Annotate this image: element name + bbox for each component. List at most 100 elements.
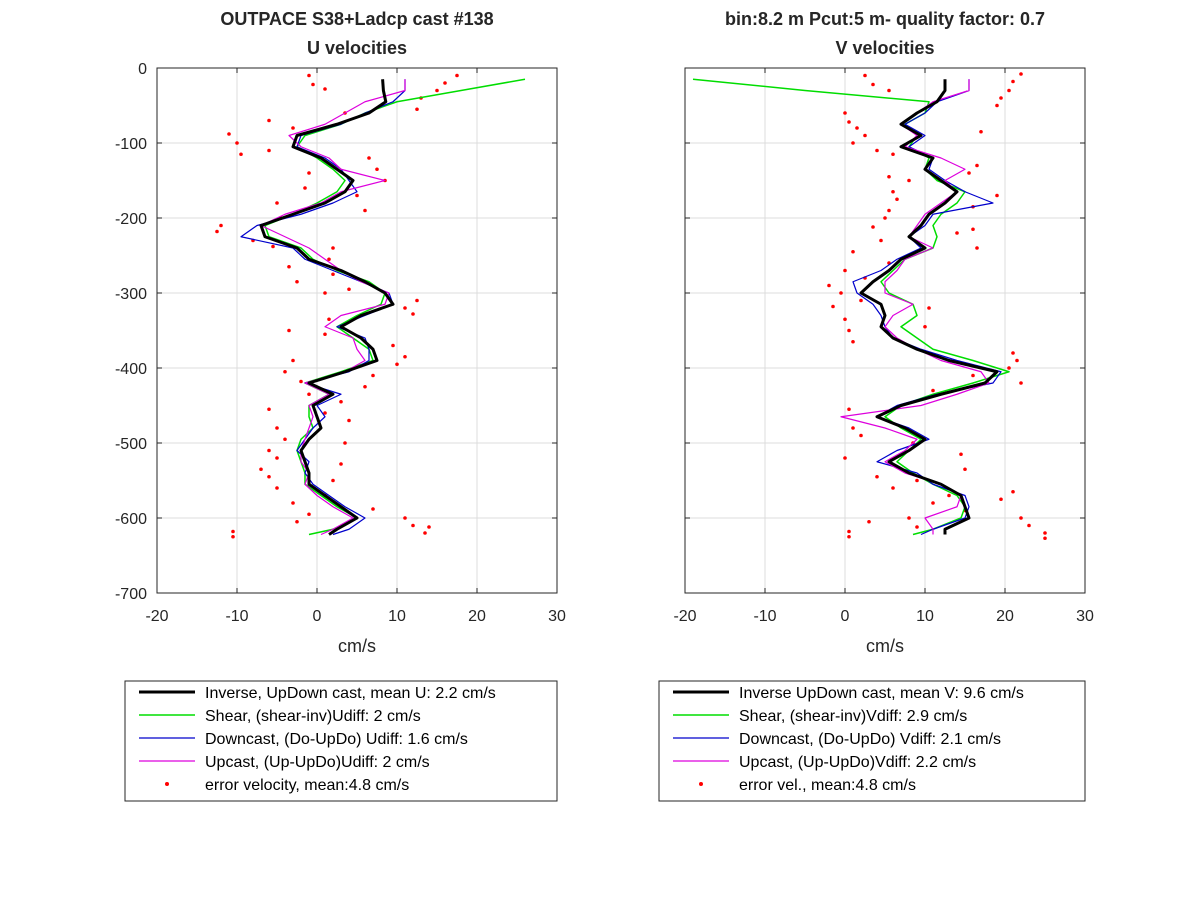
v-error-velocity-point	[847, 407, 851, 412]
u-legend-box	[124, 680, 558, 802]
u-error-velocity-point	[427, 525, 431, 529]
v-error-velocity-point	[863, 73, 867, 78]
v-x-ticks: -20 -10 0 10 20 30	[673, 68, 1094, 625]
v-error-velocity-point	[867, 519, 871, 524]
v-error-velocity-point	[843, 456, 847, 460]
v-error-velocity-point	[843, 268, 847, 273]
u-error-velocity-point	[327, 317, 331, 322]
u-y-tick-label: -300	[115, 286, 147, 303]
u-error-velocity-point	[331, 272, 335, 277]
v-error-velocity-point	[843, 111, 847, 115]
v-error-velocity-point	[995, 103, 999, 108]
u-error-velocity-point	[259, 467, 263, 472]
u-error-velocity-point	[275, 486, 279, 490]
u-error-velocity-point	[355, 193, 359, 198]
u-error-velocity-point	[267, 148, 271, 153]
u-error-velocity-point	[339, 399, 343, 404]
u-error-velocity-point	[331, 246, 335, 250]
v-error-velocity-point	[847, 328, 851, 333]
v-error-velocity-point	[851, 249, 855, 254]
panel-u: OUTPACE S38+Ladcp cast #138 U velocities…	[115, 9, 566, 656]
u-error-velocity-point	[307, 73, 311, 78]
u-error-velocity-point	[267, 474, 271, 479]
u-y-tick-label: -200	[115, 211, 147, 228]
u-error-velocity-point	[331, 478, 335, 483]
v-error-velocity-point	[907, 516, 911, 520]
v-error-velocity-point	[851, 426, 855, 430]
u-legend-label-4: error velocity, mean:4.8 cm/s	[205, 777, 409, 794]
u-error-velocity-point	[231, 534, 235, 539]
v-error-velocity-point	[915, 478, 919, 483]
u-error-velocity-point	[415, 298, 419, 303]
u-error-velocity-point	[411, 312, 415, 316]
v-error-velocity-point	[931, 388, 935, 393]
u-error-velocity-point	[363, 384, 367, 389]
u-error-velocity-point	[219, 223, 223, 228]
u-x-tick-label: 20	[468, 608, 486, 625]
v-error-velocity-point	[1007, 88, 1011, 93]
u-error-velocity-point	[339, 462, 343, 466]
v-series-layer	[692, 72, 1047, 541]
v-x-tick-label: 20	[996, 608, 1014, 625]
panel-v: bin:8.2 m Pcut:5 m- quality factor: 0.7 …	[673, 9, 1094, 656]
u-y-tick-label: -600	[115, 511, 147, 528]
v-x-tick-label: 30	[1076, 608, 1094, 625]
v-x-tick-label: 0	[841, 608, 850, 625]
v-legend-label-1: Shear, (shear-inv)Vdiff: 2.9 cm/s	[739, 708, 967, 725]
v-error-velocity-point	[1007, 366, 1011, 370]
v-legend-swatch-error	[699, 782, 703, 786]
u-error-velocity-point	[423, 531, 427, 535]
v-error-velocity-point	[995, 193, 999, 198]
u-x-tick-label: 30	[548, 608, 566, 625]
u-error-velocity-point	[303, 186, 307, 190]
u-error-velocity-point	[311, 82, 315, 87]
u-error-velocity-point	[215, 229, 219, 234]
u-series-layer	[215, 73, 526, 539]
u-error-velocity-point	[271, 244, 275, 249]
u-error-velocity-point	[343, 441, 347, 445]
u-error-velocity-point	[275, 456, 279, 460]
u-legend: Inverse, UpDown cast, mean U: 2.2 cm/s Sh…	[124, 680, 558, 802]
u-error-velocity-point	[295, 519, 299, 524]
v-error-velocity-point	[827, 283, 831, 288]
v-error-velocity-point	[859, 433, 863, 438]
v-error-velocity-point	[891, 486, 895, 490]
v-legend: Inverse UpDown cast, mean V: 9.6 cm/s She…	[658, 680, 1086, 802]
v-error-velocity-point	[975, 163, 979, 168]
u-legend-swatch-error	[165, 782, 169, 786]
u-error-velocity-point	[371, 507, 375, 511]
u-error-velocity-point	[231, 529, 235, 534]
u-error-velocity-point	[291, 501, 295, 505]
v-x-tick-label: -10	[753, 608, 776, 625]
u-y-tick-label: -700	[115, 586, 147, 603]
v-error-velocity-point	[883, 216, 887, 220]
u-error-velocity-point	[287, 328, 291, 333]
v-error-velocity-point	[847, 120, 851, 124]
v-error-velocity-point	[879, 238, 883, 243]
u-legend-label-2: Downcast, (Do-UpDo) Udiff: 1.6 cm/s	[205, 731, 468, 748]
u-error-velocity-point	[235, 141, 239, 145]
u-error-velocity-point	[267, 118, 271, 123]
u-error-velocity-point	[267, 448, 271, 453]
u-error-velocity-point	[307, 171, 311, 175]
v-error-velocity-point	[1011, 489, 1015, 494]
v-error-velocity-point	[1043, 536, 1047, 541]
u-x-tick-label: -10	[225, 608, 248, 625]
u-error-velocity-point	[323, 291, 327, 295]
u-error-velocity-point	[323, 87, 327, 91]
u-error-velocity-point	[395, 362, 399, 367]
v-legend-label-3: Upcast, (Up-UpDo)Vdiff: 2.2 cm/s	[739, 754, 976, 771]
v-error-velocity-point	[931, 501, 935, 505]
v-panel-subtitle: V velocities	[835, 38, 934, 58]
v-error-velocity-point	[963, 467, 967, 472]
v-error-velocity-point	[863, 133, 867, 138]
u-x-ticks: -20 -10 0 10 20 30	[145, 68, 566, 625]
v-legend-label-2: Downcast, (Do-UpDo) Vdiff: 2.1 cm/s	[739, 731, 1001, 748]
u-error-velocity-point	[403, 516, 407, 520]
v-x-tick-label: -20	[673, 608, 696, 625]
u-error-velocity-point	[299, 379, 303, 384]
u-panel-title: OUTPACE S38+Ladcp cast #138	[220, 9, 493, 29]
v-error-velocity-point	[999, 497, 1003, 502]
u-legend-label-3: Upcast, (Up-UpDo)Udiff: 2 cm/s	[205, 754, 430, 771]
v-x-axis-label: cm/s	[866, 636, 904, 656]
